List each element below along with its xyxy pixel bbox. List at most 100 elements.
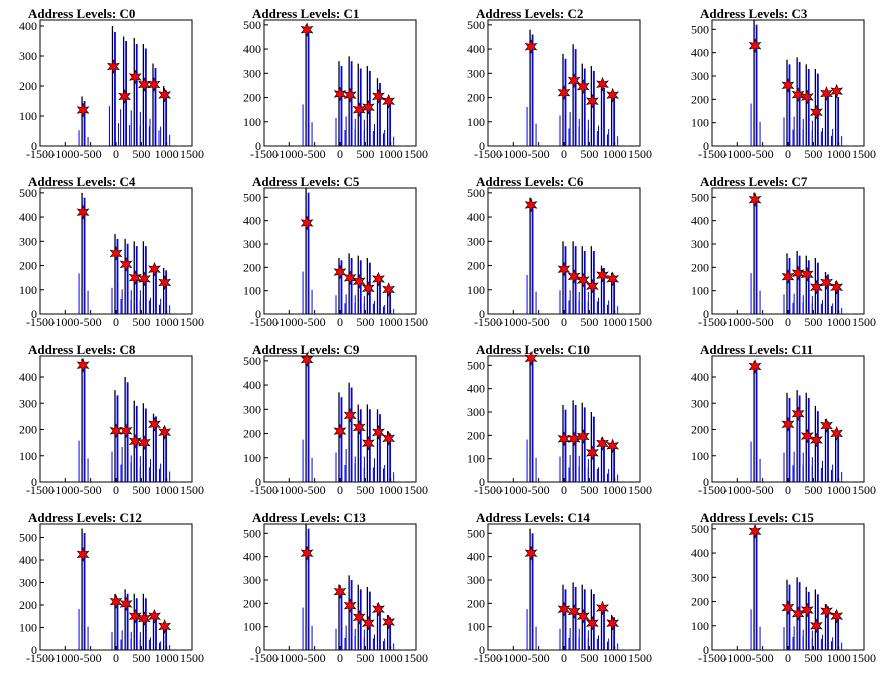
y-tick-label-5: 500: [467, 526, 485, 540]
x-tick-label-6: 1500: [180, 651, 204, 665]
y-tick-label-5: 500: [467, 18, 485, 32]
star-marker-0: [76, 357, 90, 373]
x-tick-label-3: 0: [337, 483, 343, 497]
star-marker-5: [372, 88, 385, 104]
chart-panel-2: Address Levels: C20100200300400500-1500-…: [467, 6, 652, 161]
plot-frame: [263, 187, 417, 315]
chart-title: Address Levels: C3: [700, 6, 808, 21]
plot-frame: [263, 19, 417, 147]
x-tick-label-4: 500: [804, 147, 822, 161]
y-tick-label-4: 400: [691, 214, 709, 228]
star-marker-1: [109, 423, 123, 439]
x-tick-label-5: 1000: [827, 147, 851, 161]
star-marker-1: [781, 269, 795, 285]
star-marker-0: [748, 38, 762, 54]
star-marker-0: [300, 352, 314, 367]
x-tick-label-5: 1000: [155, 483, 179, 497]
y-tick-label-4: 400: [691, 370, 709, 384]
star-marker-2: [119, 256, 133, 272]
x-tick-label-3: 0: [561, 483, 567, 497]
x-tick-label-4: 500: [580, 147, 598, 161]
x-tick-label-0: -1500: [474, 483, 502, 497]
x-tick-label-1: -1000: [51, 483, 79, 497]
x-tick-label-3: 0: [113, 651, 119, 665]
star-marker-0: [748, 192, 762, 208]
star-marker-5: [820, 275, 833, 290]
y-tick-label-4: 400: [467, 550, 485, 564]
y-tick-label-1: 100: [691, 116, 709, 130]
x-tick-label-0: -1500: [26, 651, 54, 665]
x-tick-label-6: 1500: [628, 315, 652, 329]
x-tick-label-6: 1500: [628, 651, 652, 665]
plot-frame: [711, 523, 865, 651]
y-tick-label-3: 300: [467, 405, 485, 419]
chart-panel-1: Address Levels: C10100200300400500-1500-…: [243, 6, 428, 161]
chart-title: Address Levels: C11: [700, 342, 813, 357]
x-tick-label-5: 1000: [603, 315, 627, 329]
star-marker-4: [585, 278, 599, 294]
x-tick-label-6: 1500: [404, 651, 428, 665]
x-tick-label-0: -1500: [26, 483, 54, 497]
x-tick-label-3: 0: [561, 651, 567, 665]
star-marker-2: [791, 87, 805, 103]
y-tick-label-3: 300: [243, 66, 261, 80]
plot-frame: [711, 187, 865, 315]
star-marker-2: [119, 423, 133, 439]
x-tick-label-1: -1000: [51, 651, 79, 665]
chart-title: Address Levels: C7: [700, 174, 808, 189]
y-tick-label-2: 200: [467, 596, 485, 610]
x-tick-label-5: 1000: [603, 483, 627, 497]
y-tick-label-0: 0: [255, 307, 261, 321]
x-tick-label-1: -1000: [723, 483, 751, 497]
y-tick-label-2: 200: [467, 428, 485, 442]
star-marker-1: [109, 594, 123, 609]
x-tick-label-1: -1000: [499, 483, 527, 497]
x-tick-label-2: -500: [752, 147, 774, 161]
x-tick-label-4: 500: [580, 483, 598, 497]
star-marker-6: [158, 87, 172, 103]
star-marker-0: [524, 545, 538, 561]
y-tick-label-4: 400: [19, 210, 37, 224]
y-tick-label-3: 300: [243, 237, 261, 251]
y-tick-label-0: 0: [255, 139, 261, 153]
star-marker-3: [576, 608, 590, 624]
star-marker-5: [372, 424, 385, 440]
y-tick-label-5: 500: [243, 526, 261, 540]
x-tick-label-0: -1500: [474, 651, 502, 665]
y-tick-label-1: 100: [19, 283, 37, 297]
plot-frame: [263, 355, 417, 483]
star-marker-1: [781, 77, 795, 93]
star-marker-6: [158, 275, 172, 290]
star-marker-3: [128, 608, 142, 624]
star-marker-2: [343, 598, 357, 614]
x-tick-label-4: 500: [132, 483, 150, 497]
star-marker-3: [352, 273, 366, 289]
chart-title: Address Levels: C8: [28, 342, 136, 357]
star-marker-5: [372, 271, 385, 287]
x-tick-label-0: -1500: [698, 315, 726, 329]
x-tick-label-1: -1000: [275, 483, 303, 497]
y-tick-label-0: 0: [479, 307, 485, 321]
x-tick-label-3: 0: [337, 651, 343, 665]
y-tick-label-0: 0: [31, 307, 37, 321]
y-tick-label-4: 400: [691, 546, 709, 560]
star-marker-2: [567, 604, 581, 619]
x-tick-label-4: 500: [804, 483, 822, 497]
x-tick-label-6: 1500: [852, 483, 876, 497]
plot-frame: [39, 355, 193, 483]
y-tick-label-5: 500: [243, 190, 261, 204]
y-tick-label-3: 300: [691, 570, 709, 584]
chart-panel-9: Address Levels: C90100200300400500-1500-…: [243, 342, 428, 497]
x-tick-label-5: 1000: [379, 651, 403, 665]
x-tick-label-4: 500: [804, 315, 822, 329]
chart-panel-0: Address Levels: C0 0 100 200 300 400 -1500-100…: [19, 6, 204, 161]
y-tick-label-3: 300: [243, 402, 261, 416]
y-tick-label-2: 200: [691, 423, 709, 437]
x-tick-label-6: 1500: [852, 147, 876, 161]
x-tick-label-5: 1000: [603, 651, 627, 665]
x-tick-label-0: -1500: [698, 651, 726, 665]
star-marker-4: [809, 279, 823, 295]
star-marker-2: [118, 89, 131, 104]
y-tick-label-1: 100: [243, 451, 261, 465]
star-marker-2: [343, 270, 357, 286]
